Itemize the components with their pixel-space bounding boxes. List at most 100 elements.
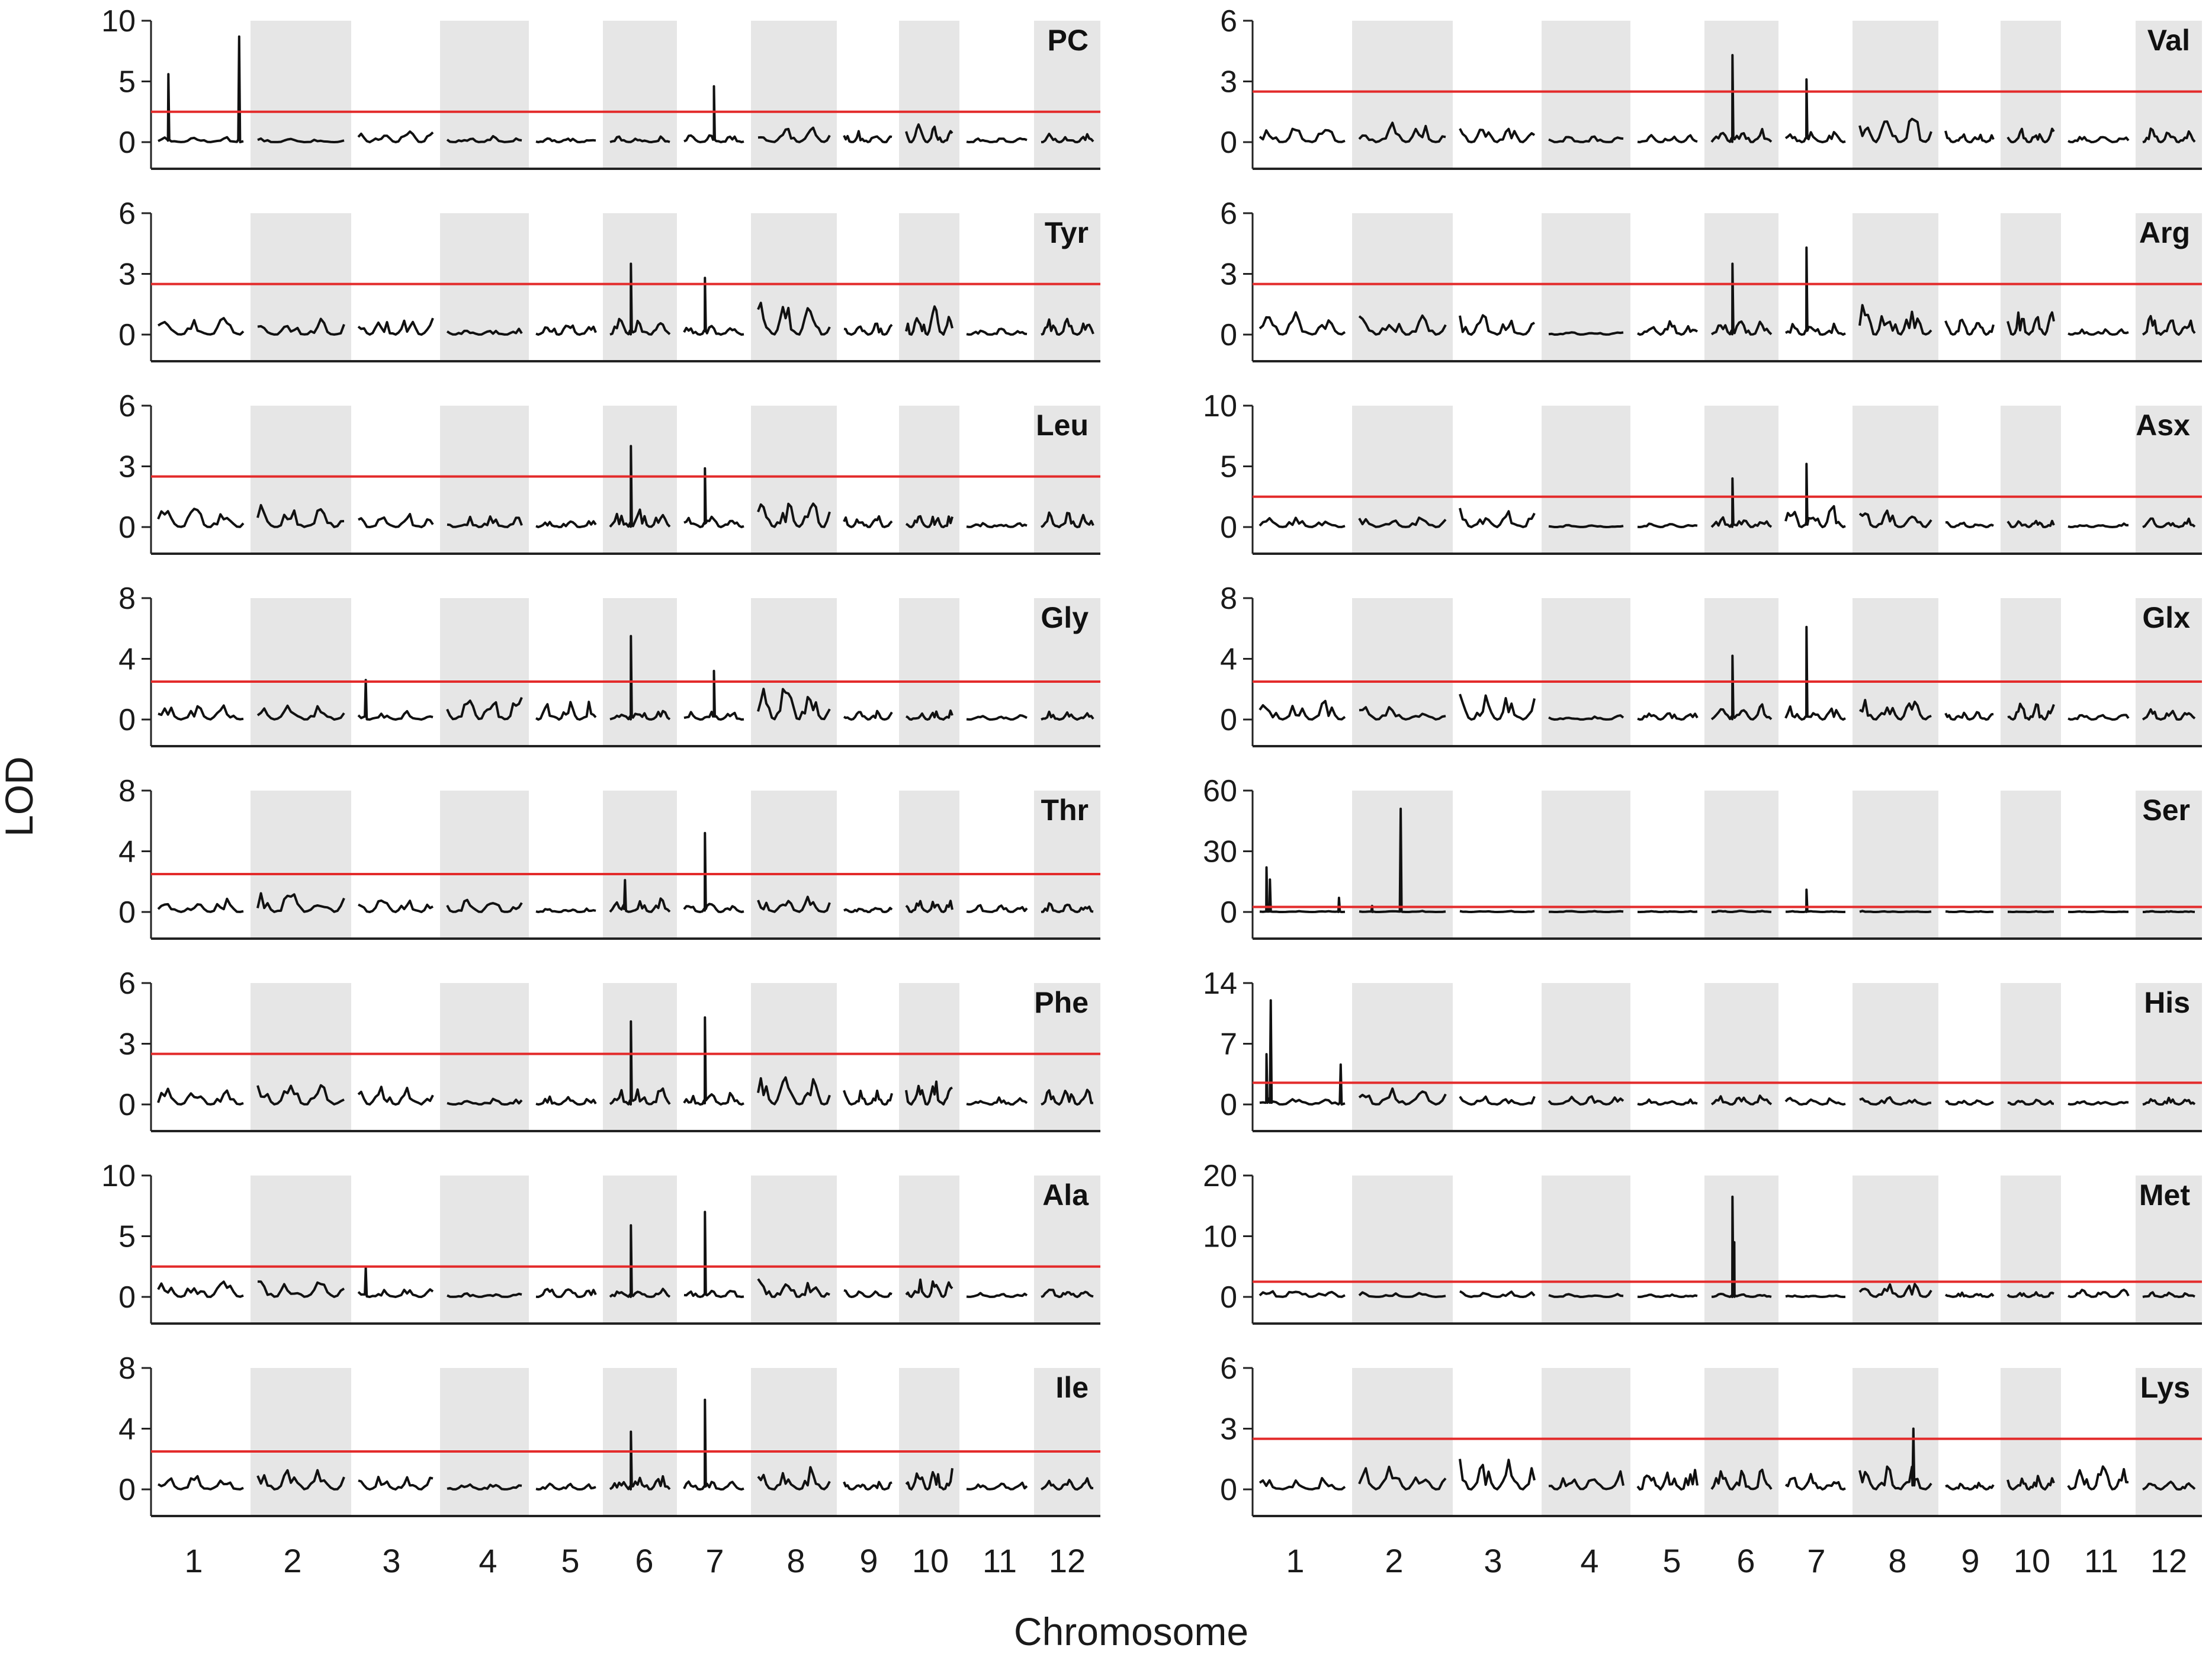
lod-trace xyxy=(843,130,892,143)
lod-trace xyxy=(1358,1465,1447,1491)
lod-trace xyxy=(1459,693,1536,721)
lod-trace xyxy=(1786,888,1846,913)
chr-label: 1 xyxy=(184,1542,203,1579)
lod-trace xyxy=(757,1076,831,1106)
panel-title: Thr xyxy=(1041,794,1089,827)
y-tick-label: 8 xyxy=(118,1351,136,1386)
lod-trace xyxy=(446,134,522,143)
lod-trace xyxy=(609,879,671,913)
lod-trace xyxy=(1548,714,1625,721)
chromosome-band xyxy=(603,21,677,168)
lod-trace xyxy=(256,504,345,528)
lod-trace xyxy=(447,1097,523,1106)
y-tick-label: 30 xyxy=(1203,835,1237,869)
chr-label: 8 xyxy=(786,1542,805,1579)
lod-trace xyxy=(905,515,953,528)
lod-trace xyxy=(1945,521,1994,528)
chr-label: 1 xyxy=(1286,1542,1304,1579)
lod-trace xyxy=(905,123,953,143)
y-tick-label: 0 xyxy=(118,510,136,545)
chromosome-band xyxy=(899,791,959,937)
lod-trace xyxy=(1041,1289,1094,1298)
lod-trace xyxy=(2007,1099,2054,1106)
lod-trace xyxy=(1710,654,1773,721)
y-tick-label: 10 xyxy=(101,1159,136,1193)
lod-trace xyxy=(966,904,1028,913)
lod-trace xyxy=(1259,311,1346,336)
lod-panel-gly: 0 4 8 Gly xyxy=(118,582,1100,747)
lod-trace xyxy=(447,515,523,528)
y-axis-title: LOD xyxy=(0,756,41,837)
lod-trace xyxy=(1858,304,1932,336)
lod-trace xyxy=(2067,1289,2130,1298)
chromosome-band xyxy=(251,1368,351,1515)
lod-trace xyxy=(535,520,597,528)
lod-trace xyxy=(757,1278,830,1298)
panel-title: Ala xyxy=(1042,1178,1089,1212)
lod-trace xyxy=(447,1483,522,1491)
chromosome-band xyxy=(2136,1176,2202,1322)
chromosome-band xyxy=(1352,791,1453,937)
lod-trace xyxy=(1548,135,1624,143)
lod-trace xyxy=(1711,910,1772,913)
lod-trace xyxy=(2008,910,2054,913)
lod-trace xyxy=(966,1481,1028,1491)
lod-panel-glx: 0 4 8 Glx xyxy=(1220,582,2202,747)
y-tick-label: 0 xyxy=(118,895,136,930)
lod-trace xyxy=(1710,1094,1773,1106)
lod-trace xyxy=(535,1095,597,1106)
lod-trace xyxy=(1637,910,1698,913)
chr-label: 7 xyxy=(1807,1542,1825,1579)
lod-trace xyxy=(966,522,1028,528)
chr-label: 9 xyxy=(1961,1542,1979,1579)
lod-trace xyxy=(2006,1475,2055,1491)
chromosome-band xyxy=(2136,598,2202,745)
chr-label: 6 xyxy=(635,1542,653,1579)
lod-trace xyxy=(683,1016,744,1106)
chromosome-band xyxy=(1542,983,1630,1130)
chromosome-band xyxy=(251,1176,351,1322)
chr-label: 2 xyxy=(283,1542,301,1579)
lod-trace xyxy=(1459,1290,1536,1298)
lod-trace xyxy=(1358,516,1447,528)
lod-trace xyxy=(757,688,831,721)
panel-title: Met xyxy=(2139,1178,2190,1212)
lod-panel-his: 0 7 14 His xyxy=(1203,966,2202,1132)
chromosome-band xyxy=(2136,213,2202,360)
lod-trace xyxy=(158,1475,244,1491)
chromosome-axis-right: 1 2 3 4 5 6 7 8 9 10 11 12 xyxy=(1286,1542,2187,1579)
lod-trace xyxy=(2067,136,2130,143)
lod-trace xyxy=(447,1292,522,1298)
lod-trace xyxy=(1785,246,1846,336)
chromosome-band xyxy=(251,21,351,168)
chromosome-band xyxy=(899,983,959,1130)
chr-label: 12 xyxy=(2150,1542,2187,1579)
lod-trace xyxy=(2142,314,2196,336)
chr-label: 12 xyxy=(1049,1542,1086,1579)
lod-trace xyxy=(2006,311,2055,336)
lod-trace xyxy=(1040,511,1094,528)
lod-trace xyxy=(1784,78,1846,143)
panel-title: Phe xyxy=(1034,986,1089,1019)
lod-trace xyxy=(357,130,434,143)
lod-panel-ser: 0 30 60 Ser xyxy=(1203,774,2202,940)
panel-title: Ser xyxy=(2142,794,2190,827)
lod-trace xyxy=(2142,1096,2196,1106)
lod-trace xyxy=(966,1096,1028,1106)
chromosome-band xyxy=(440,406,529,553)
lod-trace xyxy=(1041,1088,1093,1106)
lod-trace xyxy=(1945,910,1993,913)
y-tick-label: 0 xyxy=(1220,895,1237,930)
lod-trace xyxy=(1459,1459,1536,1491)
lod-trace xyxy=(966,714,1028,721)
lod-panel-asx: 0 5 10 Asx xyxy=(1203,389,2202,555)
lod-trace xyxy=(1637,134,1698,143)
chromosome-band xyxy=(1034,1176,1100,1322)
lod-trace xyxy=(1548,1293,1624,1298)
chr-label: 3 xyxy=(382,1542,400,1579)
chromosome-band xyxy=(1034,983,1100,1130)
chromosome-band xyxy=(1352,983,1453,1130)
y-tick-label: 4 xyxy=(118,835,136,869)
chromosome-band xyxy=(1542,21,1630,168)
